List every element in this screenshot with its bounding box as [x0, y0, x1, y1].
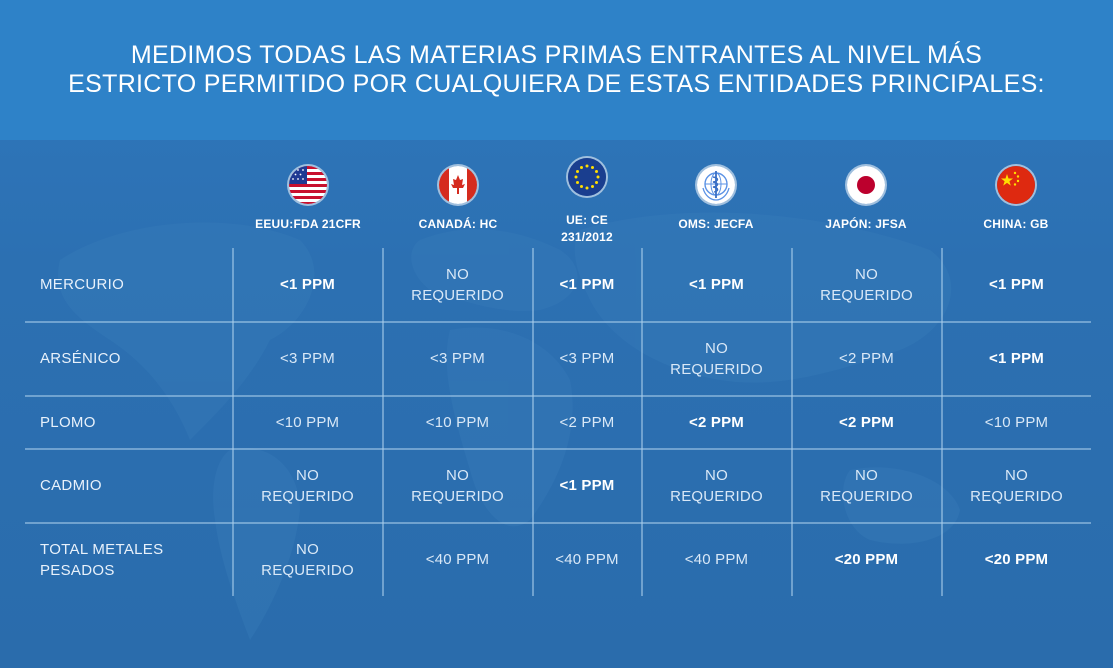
title-banner: MEDIMOS TODAS LAS MATERIAS PRIMAS ENTRAN…: [0, 0, 1113, 140]
table-cell: <3 PPM: [430, 350, 485, 367]
table-cell: <1 PPM: [280, 276, 335, 293]
title-line-2: ESTRICTO PERMITIDO POR CUALQUIERA DE EST…: [68, 70, 1045, 98]
table-cell: NO REQUERIDO: [942, 449, 1091, 522]
cell-line-1: NO: [296, 466, 319, 484]
cell-line-2: REQUERIDO: [411, 286, 504, 304]
table-cell: <20 PPM: [984, 551, 1049, 568]
column-header-usa: EEUU:FDA 21CFR: [233, 140, 383, 248]
cell-line-1: NO: [705, 339, 728, 357]
title-line-1: MEDIMOS TODAS LAS MATERIAS PRIMAS ENTRAN…: [130, 41, 983, 69]
table-cell: <1 PPM: [559, 477, 615, 494]
column-divider: [382, 248, 384, 596]
column-divider: [791, 248, 793, 596]
column-label: OMS: JECFA: [678, 217, 754, 231]
column-label-line-2: 231/2012: [561, 230, 613, 244]
row-label: MERCURIO: [40, 276, 125, 293]
table-cell: <20 PPM: [834, 551, 899, 568]
table-cell: <40 PPM: [555, 551, 619, 568]
cell-line-2: REQUERIDO: [820, 286, 913, 304]
row-label-line-2: PESADOS: [40, 561, 115, 579]
table-cell: <10 PPM: [984, 413, 1049, 431]
cell-line-1: NO: [446, 466, 469, 484]
japan-flag-icon: [847, 166, 885, 204]
table-cell: <2 PPM: [839, 413, 894, 431]
column-divider: [941, 248, 943, 596]
row-divider: [25, 448, 1091, 450]
table-cell: <2 PPM: [839, 350, 894, 367]
world-map-background: [58, 212, 960, 640]
column-label: UE: CE 231/2012: [561, 212, 613, 246]
row-divider: [25, 522, 1091, 524]
row-divider: [25, 395, 1091, 397]
row-label: CADMIO: [40, 477, 102, 494]
china-flag-icon: [997, 166, 1035, 204]
table-cell: NO REQUERIDO: [233, 449, 382, 522]
table-cell: <1 PPM: [989, 350, 1044, 367]
row-label: PLOMO: [40, 413, 96, 431]
table-cell: NO REQUERIDO: [383, 449, 532, 522]
column-header-china: CHINA: GB: [941, 140, 1091, 248]
table-cell: NO REQUERIDO: [642, 322, 791, 395]
cell-line-2: REQUERIDO: [261, 487, 354, 505]
column-label-line-1: UE: CE: [566, 213, 608, 227]
who-emblem-icon: [697, 166, 735, 204]
column-divider: [532, 248, 534, 596]
row-divider: [25, 321, 1091, 323]
table-row: PLOMO <10 PPM <10 PPM <2 PPM <2 PPM <2 PPM <10…: [0, 396, 1113, 448]
cell-line-1: NO: [855, 265, 878, 283]
table-cell: <40 PPM: [684, 551, 749, 568]
cell-line-2: REQUERIDO: [820, 487, 913, 505]
table-cell: <10 PPM: [275, 413, 340, 431]
cell-line-2: REQUERIDO: [261, 561, 354, 579]
table-cell: <10 PPM: [425, 413, 490, 431]
column-header-who: OMS: JECFA: [641, 140, 791, 248]
table-cell: <3 PPM: [559, 350, 615, 367]
cell-line-1: NO: [296, 540, 319, 558]
column-header-canada: CANADÁ: HC: [383, 140, 533, 248]
table-row: TOTAL METALES PESADOS NO REQUERIDO <40 PPM <4…: [0, 523, 1113, 596]
cell-line-1: NO: [705, 466, 728, 484]
cell-line-2: REQUERIDO: [670, 487, 763, 505]
table-cell: <3 PPM: [280, 350, 335, 367]
cell-line-1: NO: [1005, 466, 1028, 484]
cell-line-2: REQUERIDO: [670, 360, 763, 378]
column-divider: [641, 248, 643, 596]
column-label: CHINA: GB: [983, 217, 1049, 231]
table-cell: NO REQUERIDO: [792, 449, 941, 522]
cell-line-1: NO: [446, 265, 469, 283]
table-cell: <1 PPM: [989, 276, 1044, 293]
table-cell: <1 PPM: [689, 276, 744, 293]
column-label: JAPÓN: JFSA: [825, 217, 907, 231]
row-label-line-1: TOTAL METALES: [40, 540, 164, 558]
column-header-eu: UE: CE 231/2012: [533, 140, 641, 248]
column-divider: [232, 248, 234, 596]
table-row: CADMIO NO REQUERIDO NO REQUERIDO <1 PPM NO REQU…: [0, 449, 1113, 522]
column-header-japan: JAPÓN: JFSA: [791, 140, 941, 248]
table-row: ARSÉNICO <3 PPM <3 PPM <3 PPM NO REQUERIDO <2 …: [0, 322, 1113, 395]
table-cell: <40 PPM: [425, 551, 490, 568]
row-label: ARSÉNICO: [40, 350, 121, 367]
table-cell: NO REQUERIDO: [792, 248, 941, 321]
column-label: EEUU:FDA 21CFR: [255, 217, 361, 231]
row-label: TOTAL METALES PESADOS: [40, 523, 163, 596]
cell-line-1: NO: [855, 466, 878, 484]
column-label: CANADÁ: HC: [418, 217, 498, 231]
table-cell: NO REQUERIDO: [233, 523, 382, 596]
usa-flag-icon: [289, 166, 327, 204]
table-cell: <1 PPM: [559, 276, 615, 293]
eu-flag-icon: [568, 158, 606, 196]
page-title: MEDIMOS TODAS LAS MATERIAS PRIMAS ENTRAN…: [68, 41, 1045, 99]
table-cell: NO REQUERIDO: [383, 248, 532, 321]
cell-line-2: REQUERIDO: [411, 487, 504, 505]
table-row: MERCURIO <1 PPM NO REQUERIDO <1 PPM <1 PPM NO R…: [0, 248, 1113, 321]
table-cell: <2 PPM: [559, 413, 615, 431]
table-cell: NO REQUERIDO: [642, 449, 791, 522]
cell-line-2: REQUERIDO: [970, 487, 1063, 505]
table-cell: <2 PPM: [689, 413, 744, 431]
canada-flag-icon: [439, 166, 477, 204]
